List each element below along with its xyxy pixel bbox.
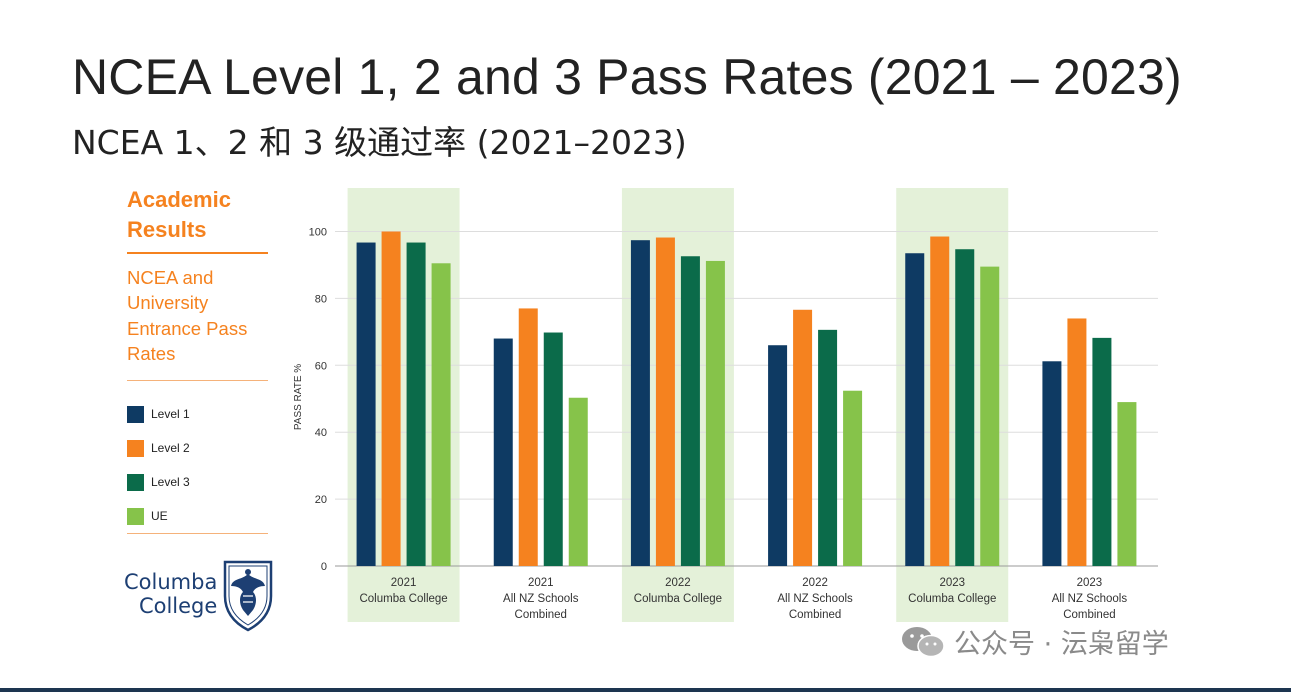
bar — [818, 329, 838, 566]
bar — [406, 242, 426, 566]
x-tick-label: Columba College — [908, 593, 996, 605]
bar — [493, 338, 513, 566]
divider — [127, 380, 268, 381]
bar — [1067, 318, 1087, 566]
legend-item-ue: UE — [127, 499, 190, 533]
page-title: NCEA Level 1, 2 and 3 Pass Rates (2021 –… — [72, 49, 1182, 105]
logo-line-2: College — [138, 594, 218, 618]
y-tick-label: 100 — [309, 227, 327, 239]
bar — [518, 308, 538, 566]
columba-college-logo: Columba College — [124, 556, 275, 632]
x-tick-label: 2021 — [528, 577, 554, 589]
crest-icon — [224, 560, 273, 632]
legend-swatch — [127, 405, 144, 423]
legend-label: Level 1 — [151, 407, 190, 421]
bar — [1117, 402, 1137, 566]
bar — [705, 260, 725, 566]
x-tick-label: All NZ Schools — [503, 593, 579, 605]
x-tick-label: 2023 — [939, 577, 965, 589]
bar — [905, 253, 925, 566]
bar — [1092, 337, 1112, 566]
bar — [655, 237, 675, 566]
bar — [930, 236, 950, 566]
divider — [127, 533, 268, 534]
chart-legend: Level 1 Level 2 Level 3 UE — [127, 397, 190, 533]
bar — [381, 231, 401, 566]
bar — [568, 397, 588, 566]
bar — [768, 345, 788, 566]
x-tick-label: Columba College — [634, 593, 722, 605]
bar — [543, 332, 563, 566]
wechat-icon — [902, 626, 945, 657]
logo-line-1: Columba — [124, 570, 218, 594]
y-tick-label: 0 — [321, 561, 327, 573]
y-tick-label: 20 — [315, 494, 327, 506]
bottom-bar — [0, 688, 1291, 692]
x-tick-label: All NZ Schools — [1052, 593, 1128, 605]
x-tick-label: Columba College — [359, 593, 447, 605]
x-tick-label: 2021 — [391, 577, 417, 589]
legend-label: Level 2 — [151, 441, 190, 455]
bar — [793, 309, 813, 566]
divider — [127, 252, 268, 254]
legend-label: Level 3 — [151, 475, 190, 489]
bar — [843, 390, 863, 566]
sidebar-subheading: NCEA and University Entrance Pass Rates — [127, 267, 248, 364]
y-tick-label: 60 — [315, 360, 327, 372]
legend-item-level-1: Level 1 — [127, 397, 190, 431]
x-tick-label: 2023 — [1077, 577, 1103, 589]
bar — [955, 249, 975, 566]
x-tick-label: Combined — [789, 609, 841, 621]
legend-label: UE — [151, 509, 168, 523]
legend-swatch — [127, 507, 144, 525]
logo-wordmark: Columba College — [124, 570, 217, 618]
page-subtitle: NCEA 1、2 和 3 级通过率 (2021–2023) — [72, 123, 687, 162]
y-tick-label: 40 — [315, 427, 327, 439]
x-tick-label: Combined — [515, 609, 567, 621]
bar — [630, 240, 650, 566]
watermark-text: 公众号 · 沄枭留学 — [954, 629, 1169, 660]
legend-swatch — [127, 439, 144, 457]
legend-swatch — [127, 473, 144, 491]
bar — [431, 263, 451, 566]
legend-item-level-2: Level 2 — [127, 431, 190, 465]
bar — [680, 256, 700, 566]
x-tick-label: 2022 — [802, 577, 828, 589]
x-tick-label: Combined — [1063, 609, 1115, 621]
bar — [980, 266, 1000, 566]
legend-item-level-3: Level 3 — [127, 465, 190, 499]
sidebar-heading: Academic Results — [127, 187, 231, 242]
x-tick-label: All NZ Schools — [777, 593, 853, 605]
x-tick-label: 2022 — [665, 577, 691, 589]
wechat-watermark: 公众号 · 沄枭留学 — [900, 622, 1169, 661]
y-tick-label: 80 — [315, 293, 327, 305]
y-axis-label: PASS RATE % — [293, 364, 304, 430]
bar — [356, 242, 376, 566]
bar — [1042, 361, 1062, 566]
